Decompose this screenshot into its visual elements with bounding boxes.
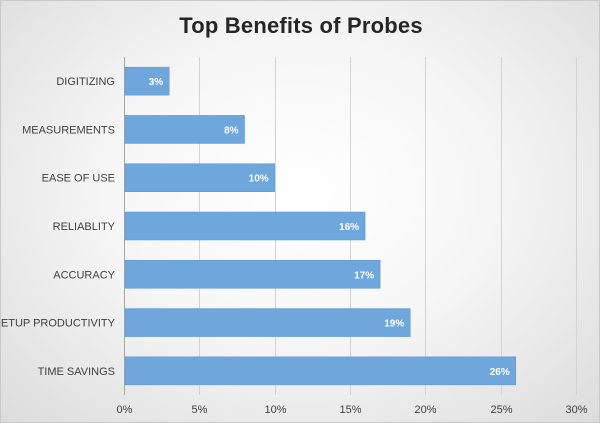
chart-title: Top Benefits of Probes	[179, 13, 423, 38]
x-tick-label: 5%	[192, 404, 208, 416]
x-tick-label: 30%	[565, 404, 587, 416]
category-label: EASE OF USE	[42, 173, 115, 185]
bar	[124, 66, 170, 96]
x-tick-label: 10%	[264, 404, 286, 416]
bar	[124, 115, 245, 144]
bars	[124, 66, 516, 386]
data-label: 3%	[149, 77, 164, 88]
category-label: TIME SAVINGS	[38, 366, 115, 378]
data-label: 8%	[224, 125, 239, 136]
bar	[124, 260, 381, 289]
labels: 0% 5% 10% 15% 20% 25% 30% DIGITIZING 3% MEASUREME…	[1, 76, 588, 416]
bar	[124, 211, 366, 241]
bar	[124, 308, 411, 337]
data-label: 19%	[384, 319, 404, 330]
category-label: ACCURACY	[53, 269, 115, 281]
data-label: 16%	[339, 222, 359, 233]
x-tick-label: 15%	[339, 404, 361, 416]
data-label: 26%	[490, 367, 510, 378]
data-label: 10%	[249, 174, 269, 185]
bar	[124, 163, 275, 192]
data-label: 17%	[354, 270, 374, 281]
x-tick-label: 25%	[490, 404, 512, 416]
category-label: RELIABLITY	[53, 221, 116, 233]
category-label: DIGITIZING	[56, 76, 115, 88]
x-tick-label: 20%	[414, 404, 436, 416]
bar	[124, 356, 516, 386]
category-label: SETUP PRODUCTIVITY	[1, 318, 116, 330]
category-label: MEASUREMENTS	[22, 124, 115, 136]
x-tick-label: 0%	[117, 404, 133, 416]
